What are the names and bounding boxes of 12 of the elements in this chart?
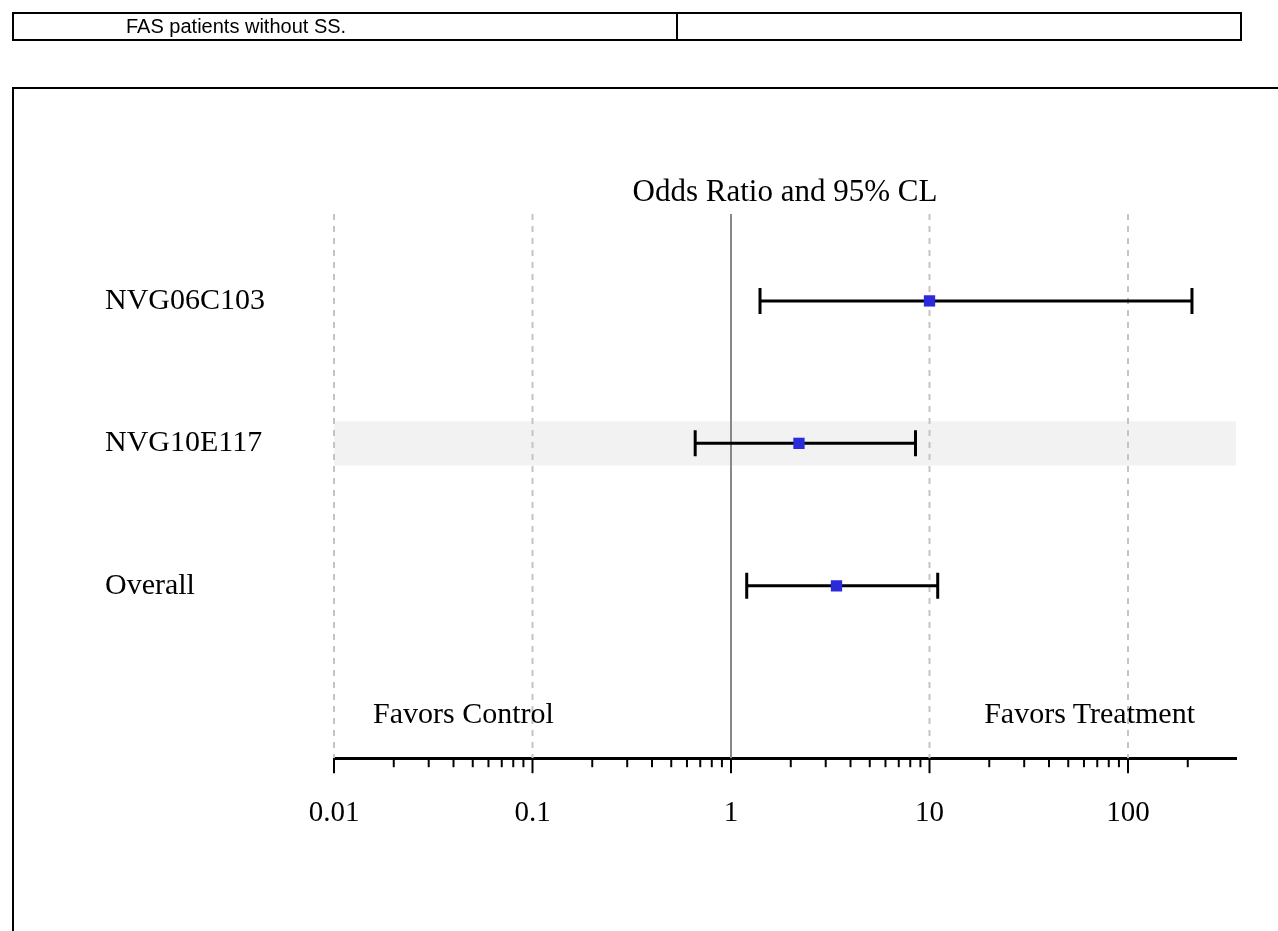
y-tick-label: Overall [105, 566, 195, 600]
y-tick-label: NVG06C103 [105, 281, 266, 315]
x-tick-label: 0.01 [308, 795, 360, 828]
chart-title: Odds Ratio and 95% CL [632, 172, 938, 208]
y-tick-label: NVG10E117 [105, 424, 263, 458]
x-tick-label: 1 [723, 795, 739, 828]
annotation: Favors Treatment [984, 696, 1196, 730]
text: FAS patients without SS. [13, 13, 677, 40]
x-tick-label: 0.1 [514, 795, 551, 828]
annotation: Favors Control [373, 696, 554, 730]
x-tick-label: 100 [1106, 795, 1150, 828]
x-tick-label: 10 [915, 795, 944, 828]
